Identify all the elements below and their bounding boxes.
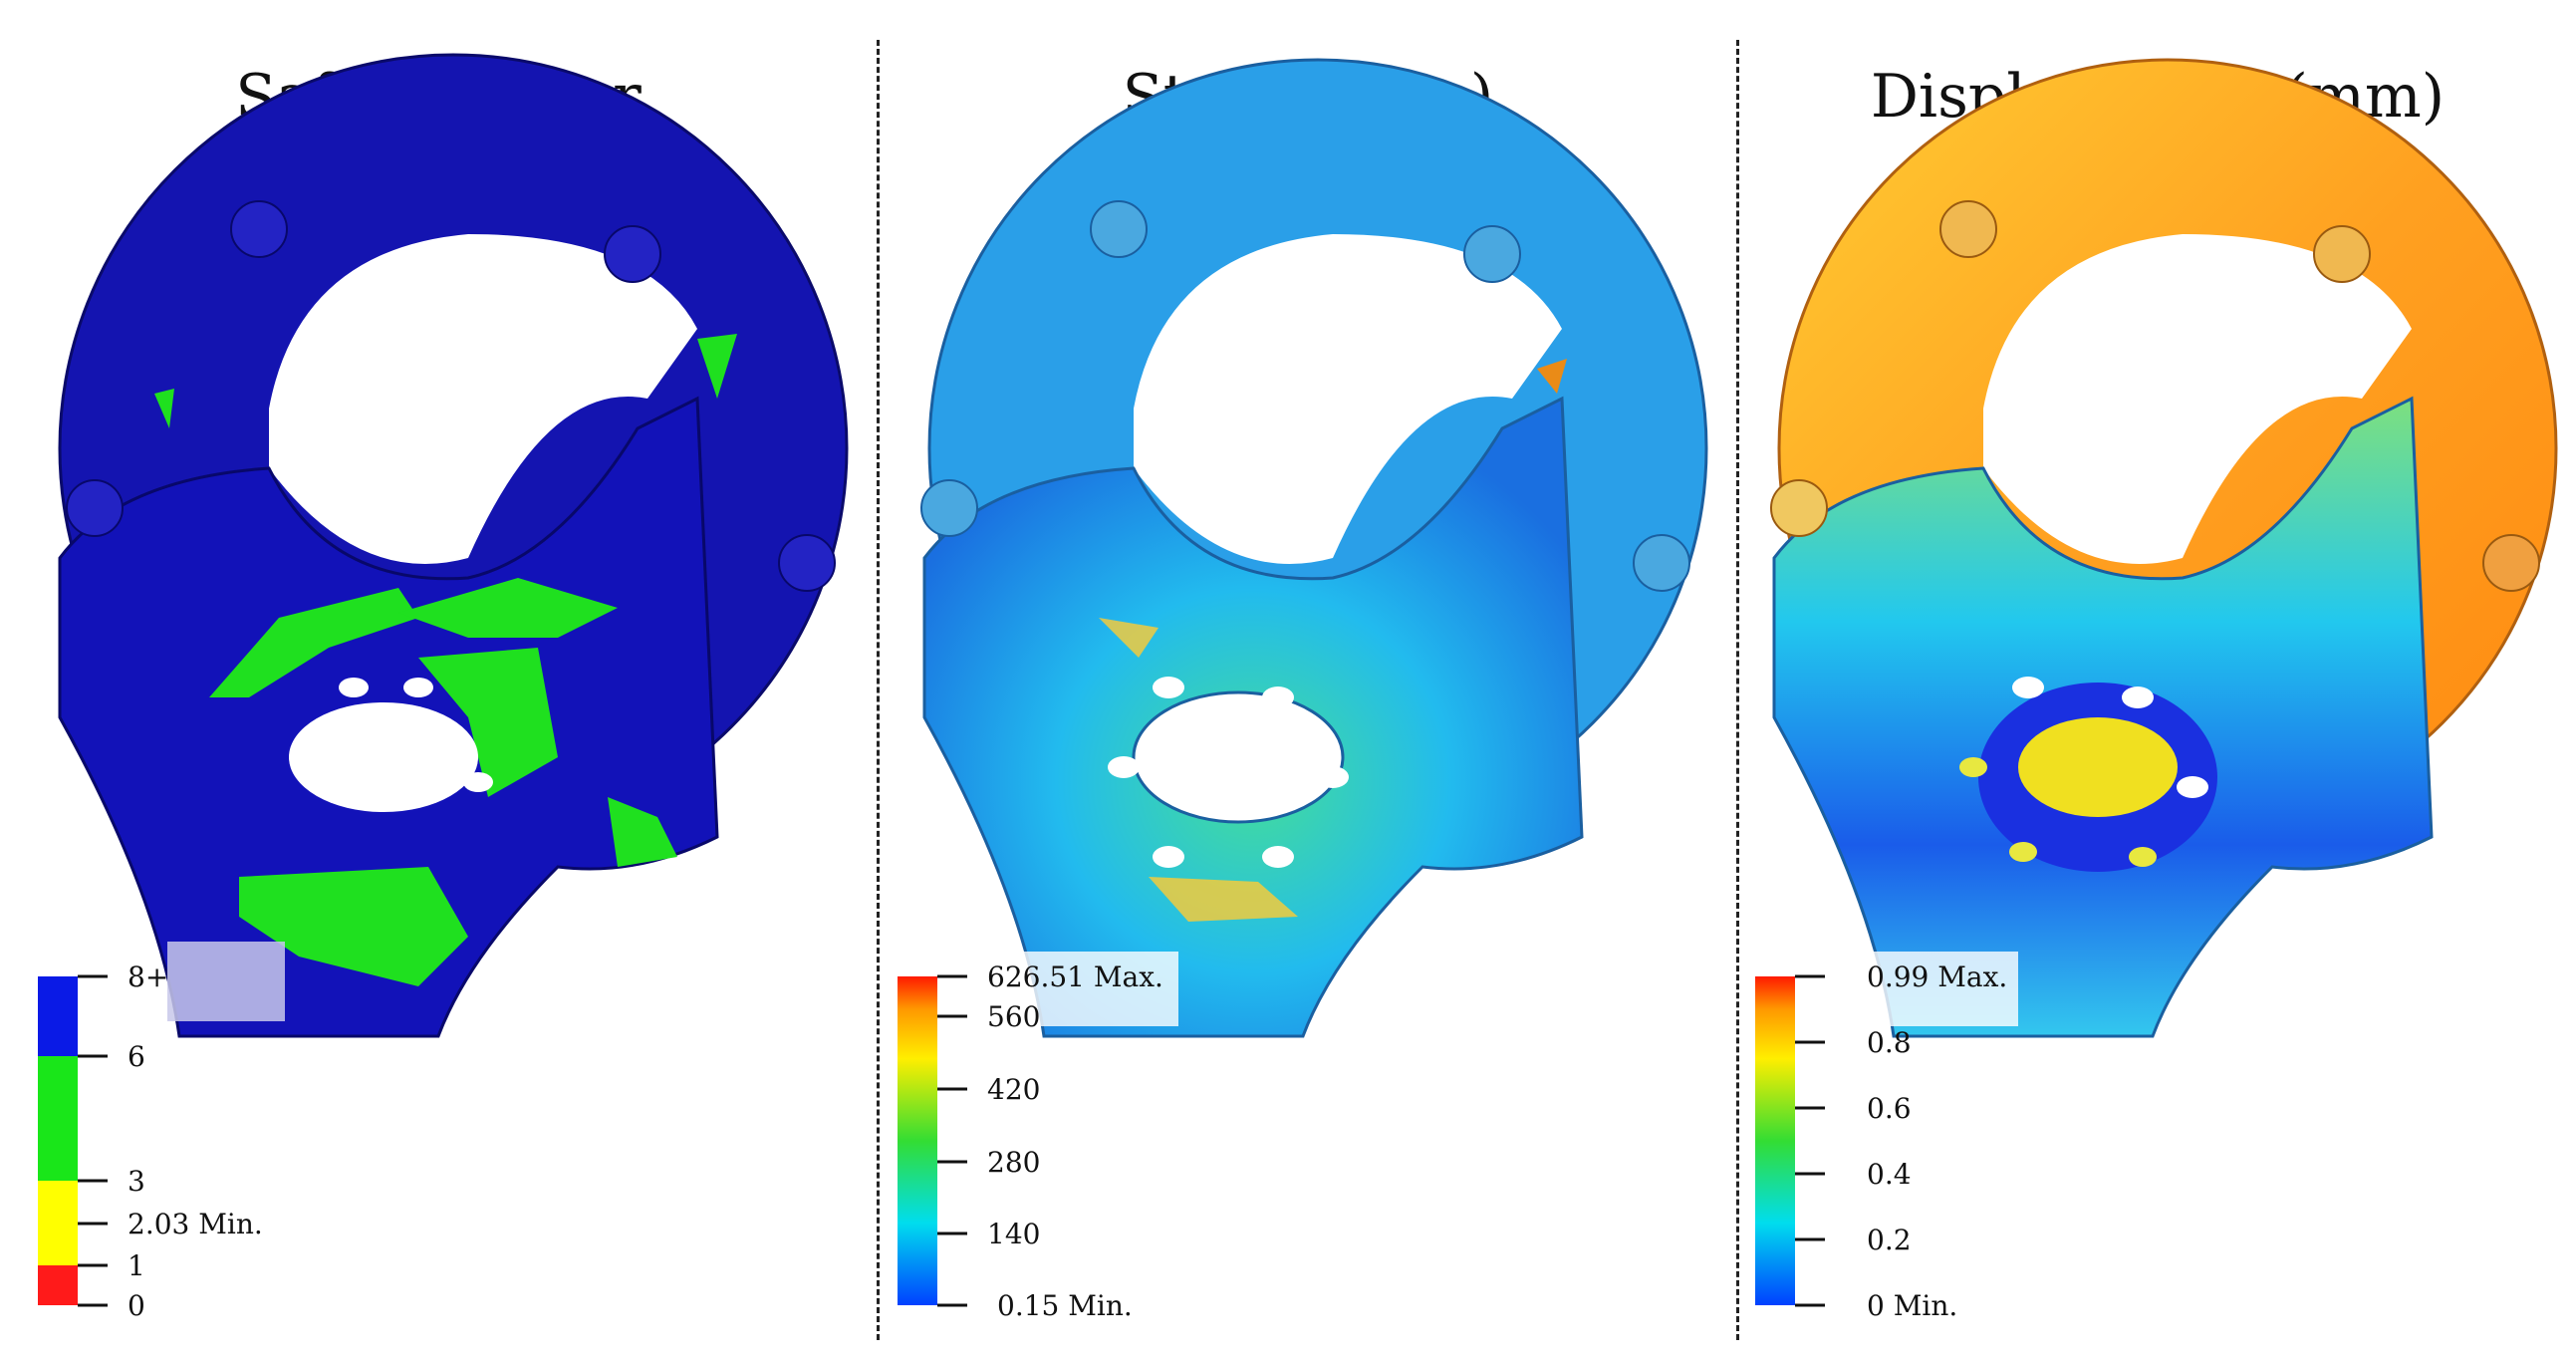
bolt-hole [403,678,433,697]
panel-displacement: Displacement(mm) [1739,0,2576,1370]
legend-tick-label: 8+ [128,960,168,993]
legend-band-green [38,1056,78,1181]
bolt-hole [339,678,369,697]
bolt-head [230,200,288,258]
legend-tick-label: 626.51 Max. [987,960,1163,993]
legend-gradient-bar [1755,976,1795,1305]
legend-tick-label: 280 [987,1146,1040,1179]
legend-tick-label: 0.99 Max. [1867,960,2007,993]
bolt-head [920,479,978,537]
bolt-hole [2129,847,2157,867]
bolt-hole [463,772,493,792]
legend-tick-label: 0.2 [1867,1224,1912,1256]
bolt-head [1633,534,1690,592]
safety-region-green-6 [697,334,737,399]
bolt-head [66,479,124,537]
ring-window [269,234,697,564]
legend-tick-label: 3 [128,1165,145,1198]
legend-tick-label: 0.8 [1867,1026,1912,1059]
bolt-head [1463,225,1521,283]
bolt-hole [2177,776,2208,798]
bolt-hole [1317,766,1349,788]
legend-tick-label: 0.6 [1867,1092,1912,1125]
bolt-hole [1153,677,1184,698]
legend-tick-label: 420 [987,1073,1040,1106]
inner-bore [2018,717,2178,817]
legend-highlight-box [979,952,1178,1026]
central-bore [289,702,478,812]
legend-tick-label: 560 [987,1000,1040,1033]
safety-region-green-5 [608,797,677,867]
safety-region-green-1 [209,588,418,697]
legend-highlight-box [1839,952,2018,1026]
safety-region-green-3 [418,648,558,797]
bolt-hole [2012,677,2044,698]
stress-model: 626.51 Max. 560 420 280 140 0.15 Min. [898,58,1708,1322]
legend-tick-label: 1 [128,1249,145,1282]
bolt-hole [2009,842,2037,862]
bolt-head [2482,534,2540,592]
safety-region-green-2 [398,578,618,638]
legend-tick-label: 140 [987,1218,1040,1250]
panel-divider [1736,40,1739,1340]
stress-hotspot [1149,877,1298,922]
legend-tick-label: 0 [128,1289,145,1322]
legend-tick-label: 0.15 Min. [997,1289,1133,1322]
stress-hotspot [1537,359,1567,394]
bolt-hole [2122,686,2154,708]
bolt-head [2313,225,2371,283]
legend-tick-label: 2.03 Min. [128,1208,263,1240]
central-bore [1132,690,1345,824]
bolt-hole [1262,686,1294,708]
legend-tick-label: 0 Min. [1867,1289,1957,1322]
panel-divider [877,40,880,1340]
safety-region-green-7 [154,389,174,428]
bolt-head [778,534,836,592]
safety-factor-model: 8+ 6 3 2.03 Min. 1 0 [38,53,849,1322]
bolt-head [1090,200,1148,258]
stress-hotspot [1099,618,1159,658]
legend-highlight-box [167,942,285,1021]
displacement-model: 0.99 Max. 0.8 0.6 0.4 0.2 0 Min. [1755,58,2558,1322]
legend-band-red [38,1265,78,1305]
bolt-hole [1153,846,1184,868]
legend-gradient-bar [898,976,937,1305]
safety-region-green-4 [239,867,468,986]
legend-tick-label: 0.4 [1867,1158,1912,1191]
panel-safety-factor: Safety Factor [0,0,877,1370]
legend-band-blue [38,976,78,1056]
ring-window [1983,234,2412,564]
bolt-head [604,225,661,283]
ring-window [1134,234,1562,564]
bolt-head [1939,200,1997,258]
bolt-hole [1959,757,1987,777]
bolt-hole [1262,846,1294,868]
panel-stress: Stress(MPa) [880,0,1736,1370]
bolt-hole [1108,756,1140,778]
legend-band-yellow [38,1181,78,1265]
legend-tick-label: 6 [128,1040,145,1073]
bolt-head [1770,479,1828,537]
